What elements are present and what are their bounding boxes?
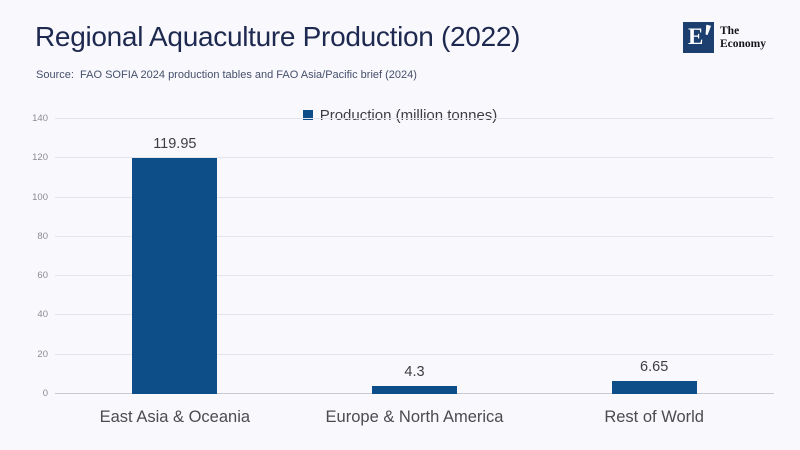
y-tick-label: 80 <box>37 230 48 242</box>
logo-box: E <box>683 22 714 53</box>
gridline <box>55 235 774 237</box>
gridline <box>55 353 774 355</box>
y-tick-label: 40 <box>37 309 48 321</box>
y-tick-label: 140 <box>32 113 48 124</box>
logo-wordmark-line1: The <box>720 25 740 37</box>
page-title: Regional Aquaculture Production (2022) <box>35 21 521 52</box>
gridline <box>55 118 774 119</box>
legend-label: Production (million tonnes) <box>319 106 498 124</box>
gridline <box>55 157 774 159</box>
category-label: Europe & North America <box>325 408 504 426</box>
gridline <box>55 314 774 316</box>
y-tick-label: 60 <box>37 270 48 282</box>
bar-2 <box>372 385 457 394</box>
plot-area: 0 20 40 60 80 100 120 140 119.95 4.3 6.65 <box>32 114 774 399</box>
bar-3 <box>611 380 697 394</box>
legend-swatch <box>302 110 313 120</box>
x-axis-labels: East Asia & Oceania Europe & North Americ… <box>55 408 774 427</box>
source-note: Source: FAO SOFIA 2024 production tables… <box>36 69 417 81</box>
logo-wordmark-line2: Economy <box>720 37 766 50</box>
y-tick-label: 120 <box>32 152 48 164</box>
y-tick-label: 20 <box>37 348 48 360</box>
y-tick-label: 100 <box>32 191 48 203</box>
chart-legend: Production (million tonnes) <box>0 105 800 125</box>
gridline <box>55 275 774 277</box>
logo-letter: E <box>688 24 704 49</box>
y-tick-label: 0 <box>42 388 48 399</box>
category-label: East Asia & Oceania <box>99 408 251 426</box>
category-label: Rest of World <box>604 408 704 426</box>
bar-value-label: 4.3 <box>404 363 425 380</box>
gridline <box>55 196 774 198</box>
brand-logo: E The Economy <box>683 22 766 53</box>
logo-wordmark: The Economy <box>720 22 766 53</box>
bar-value-label: 119.95 <box>153 136 197 153</box>
bar-1 <box>132 158 218 394</box>
bar-value-label: 6.65 <box>640 358 669 375</box>
